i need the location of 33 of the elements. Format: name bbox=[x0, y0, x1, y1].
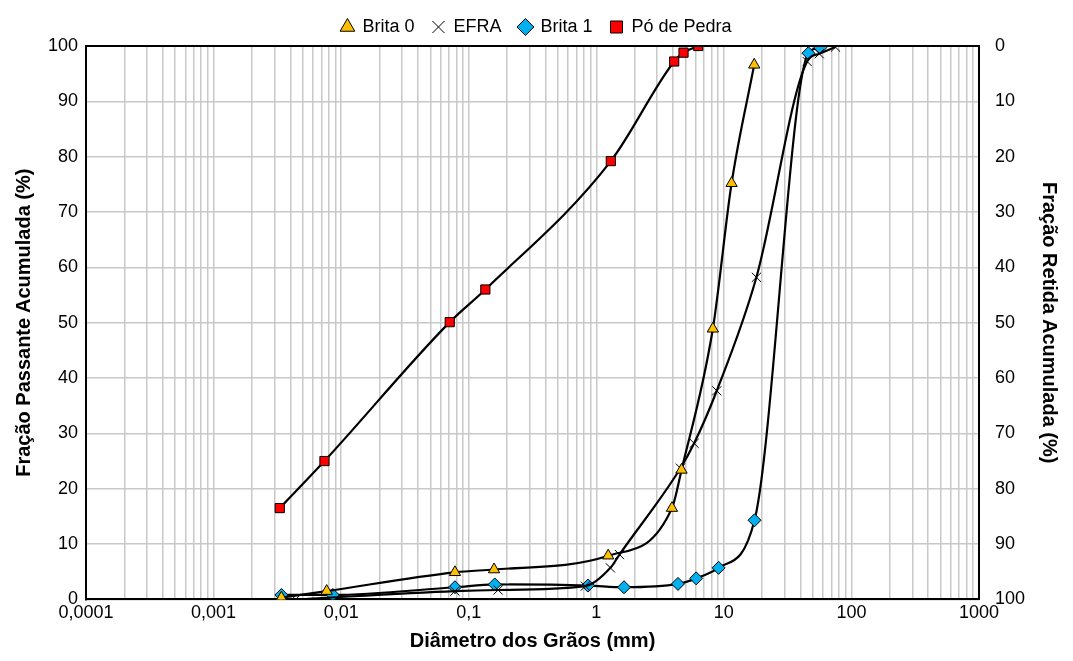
legend-label: Brita 1 bbox=[540, 15, 593, 36]
y2-tick-label: 70 bbox=[994, 422, 1015, 443]
y-tick-label: 10 bbox=[58, 533, 79, 554]
y2-tick-label: 0 bbox=[994, 34, 1005, 55]
y-tick-label: 80 bbox=[58, 145, 79, 166]
y-tick-label: 100 bbox=[47, 34, 79, 55]
y2-tick-label: 50 bbox=[994, 311, 1015, 332]
y-tick-label: 20 bbox=[58, 477, 79, 498]
legend-label: Brita 0 bbox=[362, 15, 415, 36]
legend-label: EFRA bbox=[453, 15, 502, 36]
x-tick-label: 0,001 bbox=[191, 602, 237, 623]
y-tick-label: 70 bbox=[58, 200, 79, 221]
y2-axis-title: Fração Retida Acumulada (%) bbox=[1039, 181, 1062, 464]
y2-tick-label: 10 bbox=[994, 90, 1015, 111]
y-tick-label: 40 bbox=[58, 367, 79, 388]
legend-label: Pó de Pedra bbox=[631, 15, 733, 36]
y2-tick-label: 80 bbox=[994, 477, 1015, 498]
y-tick-label: 90 bbox=[58, 90, 79, 111]
y2-tick-label: 90 bbox=[994, 533, 1015, 554]
x-tick-label: 0,1 bbox=[456, 602, 482, 623]
y-tick-label: 60 bbox=[58, 256, 79, 277]
y2-tick-label: 20 bbox=[994, 145, 1015, 166]
y-tick-label: 30 bbox=[58, 422, 79, 443]
x-tick-label: 100 bbox=[836, 602, 867, 623]
y2-tick-label: 30 bbox=[994, 200, 1015, 221]
x-axis-title: Diâmetro dos Grãos (mm) bbox=[409, 628, 656, 651]
x-tick-label: 1 bbox=[591, 602, 602, 623]
x-tick-label: 0,01 bbox=[323, 602, 359, 623]
y-axis-title: Fração Passante Acumulada (%) bbox=[11, 168, 34, 477]
y2-tick-label: 40 bbox=[994, 256, 1015, 277]
y-tick-label: 50 bbox=[58, 311, 79, 332]
x-tick-label: 10 bbox=[713, 602, 734, 623]
y2-tick-label: 60 bbox=[994, 367, 1015, 388]
